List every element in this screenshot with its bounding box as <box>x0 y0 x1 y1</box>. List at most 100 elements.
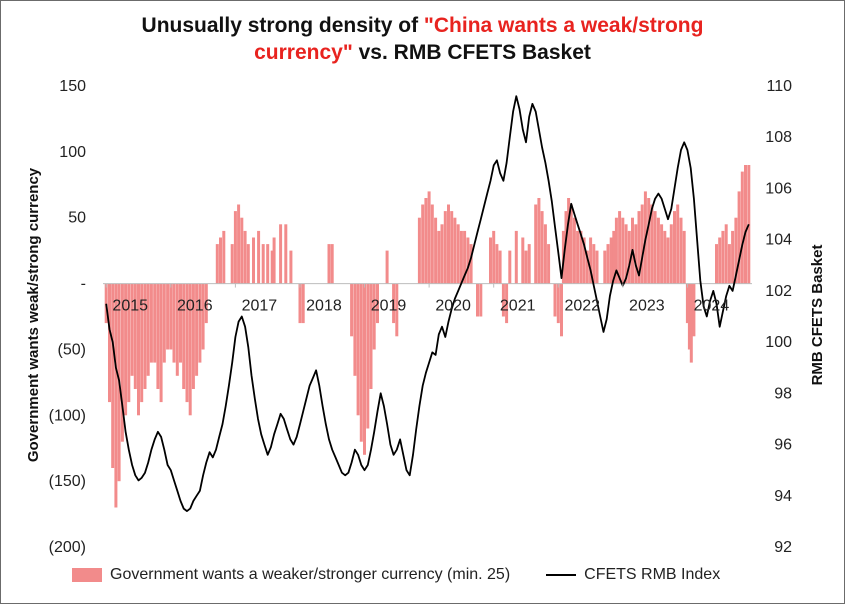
bar-54 <box>350 283 354 337</box>
x-tick-3: 2018 <box>306 298 342 315</box>
bar-6 <box>124 283 128 416</box>
left-tick-6: (150) <box>49 473 86 490</box>
bar-110 <box>579 230 583 284</box>
left-tick-5: (100) <box>49 407 86 424</box>
bar-67 <box>421 204 425 284</box>
title-line2-highlight: currency" <box>254 41 353 64</box>
bar-119 <box>612 230 616 284</box>
bar-115 <box>595 250 599 284</box>
bar-65 <box>395 283 399 337</box>
right-tick-4: 102 <box>765 283 792 300</box>
bar-14 <box>149 283 153 363</box>
bar-109 <box>576 230 580 284</box>
bar-68 <box>424 198 428 284</box>
right-tick-3: 104 <box>765 232 792 249</box>
bar-36 <box>233 211 237 284</box>
bar-52 <box>327 244 331 284</box>
bar-101 <box>553 283 557 317</box>
bar-37 <box>237 204 241 284</box>
bar-32 <box>215 244 219 284</box>
bar-123 <box>624 224 628 284</box>
right-axis-title: RMB CFETS Basket <box>809 245 826 386</box>
left-tick-2: 50 <box>68 210 86 227</box>
bar-11 <box>140 283 144 403</box>
bar-89 <box>501 283 505 317</box>
bar-72 <box>437 230 441 284</box>
left-tick-7: (200) <box>49 539 86 556</box>
bar-146 <box>715 244 718 284</box>
x-tick-2: 2017 <box>242 298 278 315</box>
bar-152 <box>734 217 738 284</box>
bar-79 <box>459 230 463 284</box>
right-tick-9: 92 <box>774 539 792 556</box>
bar-74 <box>443 211 447 284</box>
bar-154 <box>740 171 744 284</box>
x-tick-8: 2023 <box>629 298 665 315</box>
right-tick-0: 110 <box>766 78 792 95</box>
bar-5 <box>120 283 124 442</box>
left-tick-0: 150 <box>59 78 86 95</box>
right-tick-6: 98 <box>774 385 792 402</box>
bar-95 <box>527 244 531 284</box>
bar-156 <box>747 165 751 284</box>
left-axis-title: Government wants weak/strong currency <box>25 167 42 462</box>
bar-78 <box>456 224 460 284</box>
bar-64 <box>392 283 396 324</box>
bar-132 <box>653 211 657 284</box>
legend-line-label: CFETS RMB Index <box>584 566 721 583</box>
bar-24 <box>182 283 186 389</box>
x-tick-9: 2024 <box>694 298 730 315</box>
bar-144 <box>689 283 693 363</box>
bar-99 <box>543 224 547 284</box>
bar-121 <box>618 211 622 284</box>
bar-77 <box>453 217 457 284</box>
bar-48 <box>284 224 288 284</box>
bar-150 <box>727 244 731 284</box>
bar-69 <box>427 191 431 284</box>
bar-10 <box>137 283 140 416</box>
bar-25 <box>185 283 189 403</box>
bar-50 <box>298 283 302 324</box>
x-tick-5: 2020 <box>435 298 471 315</box>
bar-138 <box>673 211 676 284</box>
bar-15 <box>153 283 157 363</box>
bar-122 <box>621 217 625 284</box>
bar-58 <box>363 283 366 455</box>
bar-118 <box>609 237 613 284</box>
bar-41 <box>252 237 255 284</box>
bar-94 <box>524 250 528 284</box>
bar-134 <box>660 224 664 284</box>
bar-136 <box>666 237 670 284</box>
bar-2 <box>111 283 115 468</box>
bar-60 <box>369 283 373 389</box>
bar-62 <box>376 283 379 324</box>
bar-107 <box>569 204 573 284</box>
title-line1-pre: Unusually strong density of <box>141 14 424 37</box>
bar-71 <box>434 217 438 284</box>
right-tick-7: 96 <box>774 437 792 454</box>
bar-141 <box>682 230 686 284</box>
bar-73 <box>440 224 444 284</box>
bar-83 <box>476 283 479 317</box>
bar-142 <box>685 283 689 324</box>
bar-40 <box>246 244 250 284</box>
bar-92 <box>514 230 518 284</box>
bar-103 <box>560 283 563 337</box>
bar-124 <box>627 230 631 284</box>
bar-31 <box>204 283 208 324</box>
bar-153 <box>737 191 741 284</box>
chart-title: Unusually strong density of "China wants… <box>0 12 845 66</box>
bar-57 <box>359 283 363 442</box>
bar-93 <box>521 237 525 284</box>
right-tick-2: 106 <box>765 180 792 197</box>
bar-76 <box>450 211 454 284</box>
right-tick-8: 94 <box>774 488 792 505</box>
bar-23 <box>179 283 182 363</box>
bar-86 <box>492 230 496 284</box>
bar-128 <box>640 204 644 284</box>
bar-143 <box>687 283 691 350</box>
bar-87 <box>495 244 499 284</box>
bar-82 <box>469 244 473 284</box>
left-tick-4: (50) <box>58 341 86 358</box>
legend-bars-label: Government wants a weaker/stronger curre… <box>110 566 511 583</box>
